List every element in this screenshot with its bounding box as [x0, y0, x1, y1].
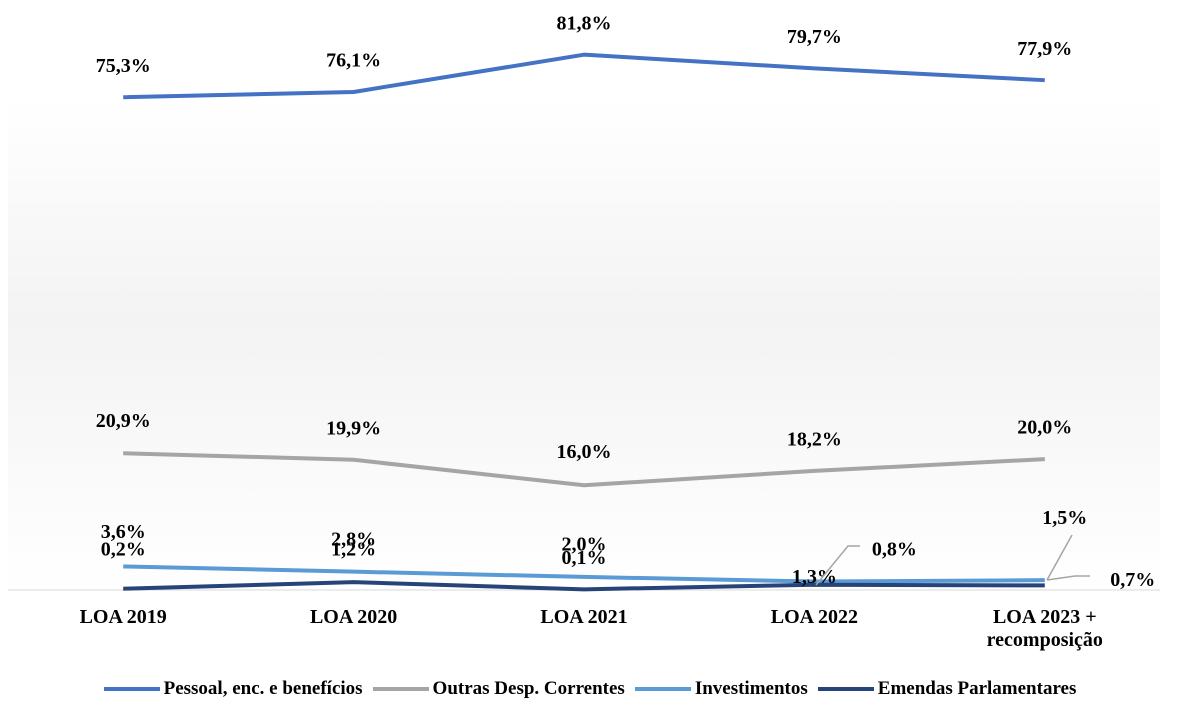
legend-swatch: [103, 687, 160, 691]
leader-line: [1046, 575, 1090, 581]
data-label: 3,6%: [101, 521, 146, 543]
data-label: 20,0%: [1017, 417, 1072, 439]
series-line: [123, 580, 1045, 592]
data-label: 81,8%: [557, 12, 612, 34]
data-label: 1,5%: [1042, 507, 1087, 529]
data-label: 20,9%: [96, 410, 151, 432]
chart: 75,3% 76,1% 81,8% 79,7% 77,9% 20,9% 19,9% 16,0%…: [8, 12, 1160, 592]
leader-line: [1046, 534, 1073, 581]
series-line: [123, 52, 1045, 100]
legend-label: Outras Desp. Correntes: [432, 678, 625, 699]
legend: Pessoal, enc. e benefícios Outras Desp. C…: [0, 678, 1180, 700]
legend-label: Investimentos: [694, 678, 808, 699]
data-label: 0,1%: [562, 547, 607, 569]
legend-item: Pessoal, enc. e benefícios: [103, 678, 363, 700]
legend-swatch: [817, 687, 874, 691]
x-tick-label: LOA 2020: [309, 606, 398, 628]
plot-background: [8, 100, 1160, 590]
data-label: 0,8%: [872, 538, 917, 560]
legend-label: Emendas Parlamentares: [877, 678, 1077, 699]
data-label: 2,0%: [562, 534, 607, 556]
data-label: 1,3%: [792, 566, 837, 588]
data-label: 79,7%: [787, 26, 842, 48]
x-tick-label: LOA 2019: [79, 606, 167, 628]
x-tick-label: LOA 2023 + recomposição: [986, 606, 1103, 651]
data-label: 75,3%: [96, 55, 151, 77]
series-line: [123, 564, 1045, 584]
data-label: 2,8%: [331, 528, 376, 550]
data-label: 19,9%: [326, 417, 381, 439]
x-tick-label: LOA 2021: [540, 606, 628, 628]
legend-item: Investimentos: [634, 678, 808, 700]
series-line: [123, 451, 1045, 488]
data-label: 0,7%: [1110, 569, 1155, 591]
legend-label: Pessoal, enc. e benefícios: [163, 678, 363, 699]
data-label: 76,1%: [326, 50, 381, 72]
data-label: 1,2%: [331, 539, 376, 561]
legend-item: Outras Desp. Correntes: [372, 678, 625, 700]
data-label: 0,2%: [101, 538, 146, 560]
x-tick-label: LOA 2022: [770, 606, 859, 628]
legend-item: Emendas Parlamentares: [817, 678, 1077, 700]
data-label: 18,2%: [787, 428, 842, 450]
data-label: 77,9%: [1017, 38, 1072, 60]
legend-swatch: [372, 687, 429, 691]
leader-line: [815, 545, 860, 586]
data-label: 16,0%: [557, 441, 612, 463]
legend-swatch: [634, 687, 691, 691]
